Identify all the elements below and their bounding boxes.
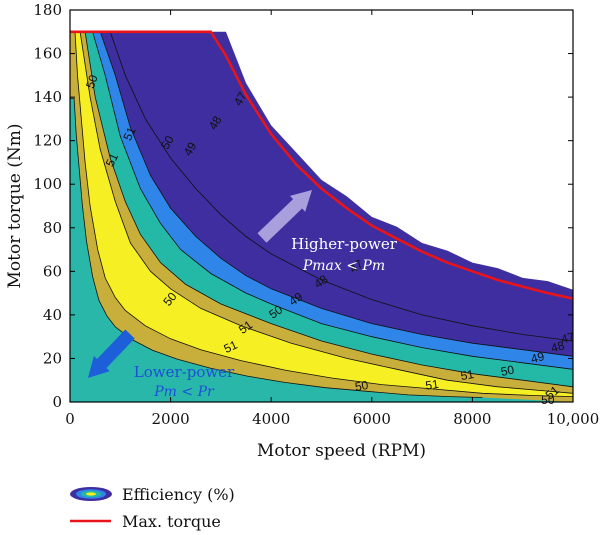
contour-label-51: 51 xyxy=(424,377,439,393)
y-tick-label: 160 xyxy=(33,45,62,63)
contour-label-50: 50 xyxy=(83,73,101,91)
contour-line-49 xyxy=(92,31,573,370)
contour-label-48: 48 xyxy=(206,113,225,132)
y-axis-label: Motor torque (Nm) xyxy=(5,124,25,289)
y-tick-label: 180 xyxy=(33,1,62,19)
y-tick-label: 100 xyxy=(33,175,62,193)
contour-lines xyxy=(70,31,573,398)
lower-power-title: Lower-power xyxy=(134,363,235,381)
contour-label-47: 47 xyxy=(559,329,576,346)
y-tick-label: 20 xyxy=(43,349,62,367)
legend-label-max-torque: Max. torque xyxy=(122,512,221,531)
contour-label-51: 51 xyxy=(222,338,240,356)
y-tick-label: 80 xyxy=(43,219,62,237)
y-tick-label: 140 xyxy=(33,88,62,106)
contour-label-48: 48 xyxy=(549,338,566,355)
contour-label-50: 50 xyxy=(158,133,177,152)
contour-line-50 xyxy=(84,31,573,388)
power-annotations: Higher-power Pmax < Pm Lower-power Pm < Pr xyxy=(134,235,398,400)
contour-label-51: 51 xyxy=(459,367,475,383)
higher-power-arrow xyxy=(257,190,312,243)
max-torque-series xyxy=(70,30,574,300)
y-tick-label: 60 xyxy=(43,262,62,280)
x-tick-label: 10,000 xyxy=(547,410,600,428)
axes: 0 2000 4000 6000 8000 10,000 0 20 40 60 80 100 120 14… xyxy=(5,1,599,461)
y-tick-label: 40 xyxy=(43,306,62,324)
efficiency-regions xyxy=(70,10,573,402)
contour-label-50: 50 xyxy=(499,362,515,379)
power-arrows xyxy=(87,190,312,378)
legend-label-efficiency: Efficiency (%) xyxy=(122,485,235,504)
contour-label-50: 50 xyxy=(354,378,370,394)
lower-power-condition: Pm < Pr xyxy=(153,384,215,400)
x-tick-label: 2000 xyxy=(152,410,190,428)
contour-line-51 xyxy=(79,31,573,394)
region-eff-below-50 xyxy=(70,98,573,402)
x-tick-label: 4000 xyxy=(252,410,290,428)
contour-label-50: 50 xyxy=(541,393,555,407)
contour-line-47 xyxy=(109,31,573,342)
y-tick-label: 120 xyxy=(33,132,62,150)
y-tick-label: 0 xyxy=(52,393,62,411)
higher-power-title: Higher-power xyxy=(291,235,398,253)
contour-label-51: 51 xyxy=(103,151,121,169)
contour-label-51: 51 xyxy=(120,124,138,142)
region-eff-51 xyxy=(70,31,573,402)
legend: Efficiency (%) Max. torque xyxy=(70,485,235,531)
contour-line-51-lower xyxy=(70,31,573,397)
contour-ellipse-icon xyxy=(70,487,112,501)
higher-power-condition: Pmax < Pm xyxy=(302,258,385,274)
max-torque-line xyxy=(70,30,574,300)
contour-label-49: 49 xyxy=(181,139,200,158)
x-axis-label: Motor speed (RPM) xyxy=(257,441,426,461)
lower-power-arrow xyxy=(87,329,135,378)
x-tick-label: 8000 xyxy=(453,410,491,428)
contour-line-48 xyxy=(99,31,573,357)
x-tick-label: 6000 xyxy=(353,410,391,428)
plot-frame xyxy=(69,9,574,403)
x-tick-label: 0 xyxy=(65,410,75,428)
contour-line-50-lower xyxy=(70,98,483,398)
contour-label-49: 49 xyxy=(529,349,546,366)
